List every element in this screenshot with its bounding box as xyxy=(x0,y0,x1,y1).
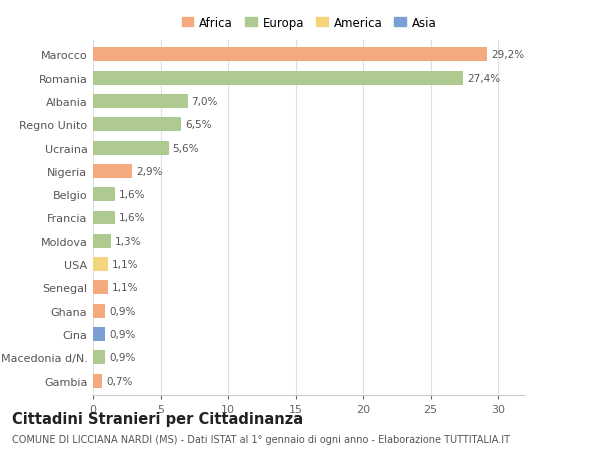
Bar xyxy=(93,281,108,295)
Text: 1,3%: 1,3% xyxy=(115,236,141,246)
Bar xyxy=(93,72,463,85)
Bar xyxy=(93,141,169,155)
Text: 1,6%: 1,6% xyxy=(119,190,145,200)
Bar xyxy=(93,374,103,388)
Bar xyxy=(93,211,115,225)
Text: 27,4%: 27,4% xyxy=(467,73,500,84)
Text: 1,1%: 1,1% xyxy=(112,283,139,293)
Bar xyxy=(93,304,105,318)
Text: 0,9%: 0,9% xyxy=(109,353,136,363)
Legend: Africa, Europa, America, Asia: Africa, Europa, America, Asia xyxy=(179,14,439,32)
Bar xyxy=(93,48,487,62)
Bar xyxy=(93,188,115,202)
Bar xyxy=(93,327,105,341)
Text: Cittadini Stranieri per Cittadinanza: Cittadini Stranieri per Cittadinanza xyxy=(12,411,303,426)
Text: 0,7%: 0,7% xyxy=(107,376,133,386)
Bar xyxy=(93,351,105,364)
Text: COMUNE DI LICCIANA NARDI (MS) - Dati ISTAT al 1° gennaio di ogni anno - Elaboraz: COMUNE DI LICCIANA NARDI (MS) - Dati IST… xyxy=(12,434,510,444)
Bar xyxy=(93,95,187,109)
Text: 6,5%: 6,5% xyxy=(185,120,211,130)
Text: 5,6%: 5,6% xyxy=(173,143,199,153)
Text: 2,9%: 2,9% xyxy=(136,167,163,177)
Text: 0,9%: 0,9% xyxy=(109,329,136,339)
Bar xyxy=(93,118,181,132)
Bar xyxy=(93,257,108,272)
Text: 29,2%: 29,2% xyxy=(491,50,524,60)
Text: 0,9%: 0,9% xyxy=(109,306,136,316)
Text: 1,1%: 1,1% xyxy=(112,259,139,269)
Bar xyxy=(93,234,110,248)
Text: 1,6%: 1,6% xyxy=(119,213,145,223)
Text: 7,0%: 7,0% xyxy=(191,97,218,107)
Bar xyxy=(93,164,132,179)
